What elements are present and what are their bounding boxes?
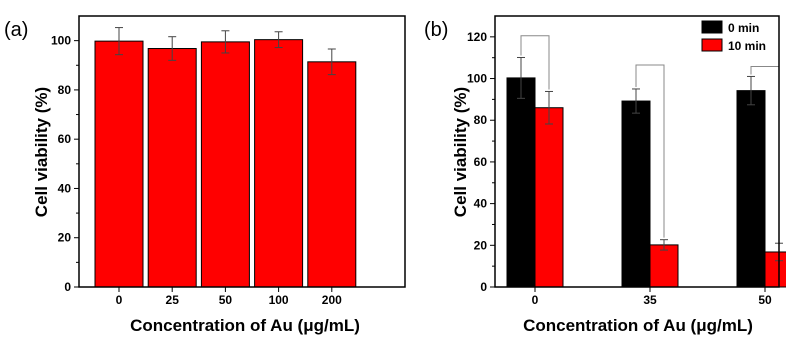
- panel-a-label: (a): [4, 19, 28, 41]
- bar-0-10-min: [534, 107, 564, 288]
- y-tick-label-80: 80: [474, 113, 488, 127]
- legend-label-10-min: 10 min: [728, 39, 766, 53]
- x-tick-label-25: 25: [166, 293, 180, 307]
- y-tick-label-20: 20: [474, 238, 488, 252]
- y-tick-label-0: 0: [64, 280, 71, 294]
- panel-a-bars: [94, 27, 357, 288]
- y-tick-label-20: 20: [58, 231, 72, 245]
- panel-b-y-axis-title: Cell viability (%): [451, 87, 470, 217]
- panel-b-x-axis-title: Concentration of Au (μg/mL): [523, 316, 753, 335]
- bar-35-0-min: [621, 100, 651, 288]
- y-tick-label-80: 80: [58, 83, 72, 97]
- panel-b-label: (b): [424, 19, 448, 41]
- panel-b-plot-frame: [494, 15, 780, 288]
- panel-b-bars: [506, 35, 786, 288]
- y-tick-label-100: 100: [51, 34, 71, 48]
- legend-swatch-0-min: [701, 20, 723, 34]
- panel-b-legend: 0 min 10 min: [701, 20, 766, 53]
- y-tick-label-120: 120: [467, 30, 487, 44]
- bar-50: [200, 41, 250, 288]
- bar-0-0-min: [506, 77, 536, 288]
- significance-bracket-35: [635, 64, 665, 238]
- panel-a-plot-frame: [78, 15, 406, 288]
- bar-0: [94, 40, 144, 288]
- bar-50-10-min: [764, 251, 786, 288]
- panel-b: (b) Cell viability (%) Concentration of …: [424, 15, 786, 335]
- panel-b-axes: 0 35 50 0 20 40 60 80 100 120: [467, 30, 772, 307]
- x-tick-label-0: 0: [532, 293, 539, 307]
- y-tick-label-60: 60: [474, 155, 488, 169]
- x-tick-label-200: 200: [322, 293, 342, 307]
- panel-a-y-axis-title: Cell viability (%): [32, 87, 51, 217]
- bar-35-10-min: [649, 244, 679, 288]
- bar-100: [254, 39, 304, 288]
- x-tick-label-100: 100: [269, 293, 289, 307]
- y-tick-label-0: 0: [480, 280, 487, 294]
- y-tick-label-100: 100: [467, 72, 487, 86]
- panel-a: (a) Cell viability (%) Concentration of …: [4, 15, 406, 335]
- y-tick-label-60: 60: [58, 132, 72, 146]
- bar-200: [307, 61, 357, 288]
- bar-50-0-min: [736, 90, 766, 288]
- bar-25: [147, 48, 197, 288]
- x-tick-label-50: 50: [219, 293, 233, 307]
- significance-bracket-0: [520, 35, 550, 90]
- x-tick-label-35: 35: [643, 293, 657, 307]
- panel-a-axes: 0 25 50 100 200 0 20 40 60 80 100: [51, 34, 342, 307]
- x-tick-label-50: 50: [758, 293, 772, 307]
- x-tick-label-0: 0: [116, 293, 123, 307]
- y-tick-label-40: 40: [58, 181, 72, 195]
- legend-label-0-min: 0 min: [728, 21, 759, 35]
- y-tick-label-40: 40: [474, 197, 488, 211]
- panel-a-x-axis-title: Concentration of Au (μg/mL): [130, 316, 360, 335]
- legend-swatch-10-min: [701, 38, 723, 52]
